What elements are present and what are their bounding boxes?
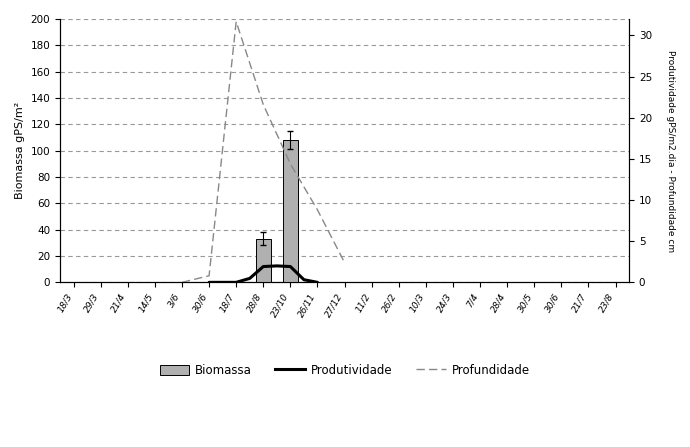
Bar (283, 140, 298, 283)
Bar (256, 239, 270, 283)
Legend: Biomassa, Produtividade, Profundidade: Biomassa, Produtividade, Profundidade (155, 359, 534, 382)
Y-axis label: Produtividade gPS/m2.dia - Profundidade cm: Produtividade gPS/m2.dia - Profundidade … (666, 50, 675, 252)
Y-axis label: Biomassa gPS/m²: Biomassa gPS/m² (15, 102, 25, 199)
